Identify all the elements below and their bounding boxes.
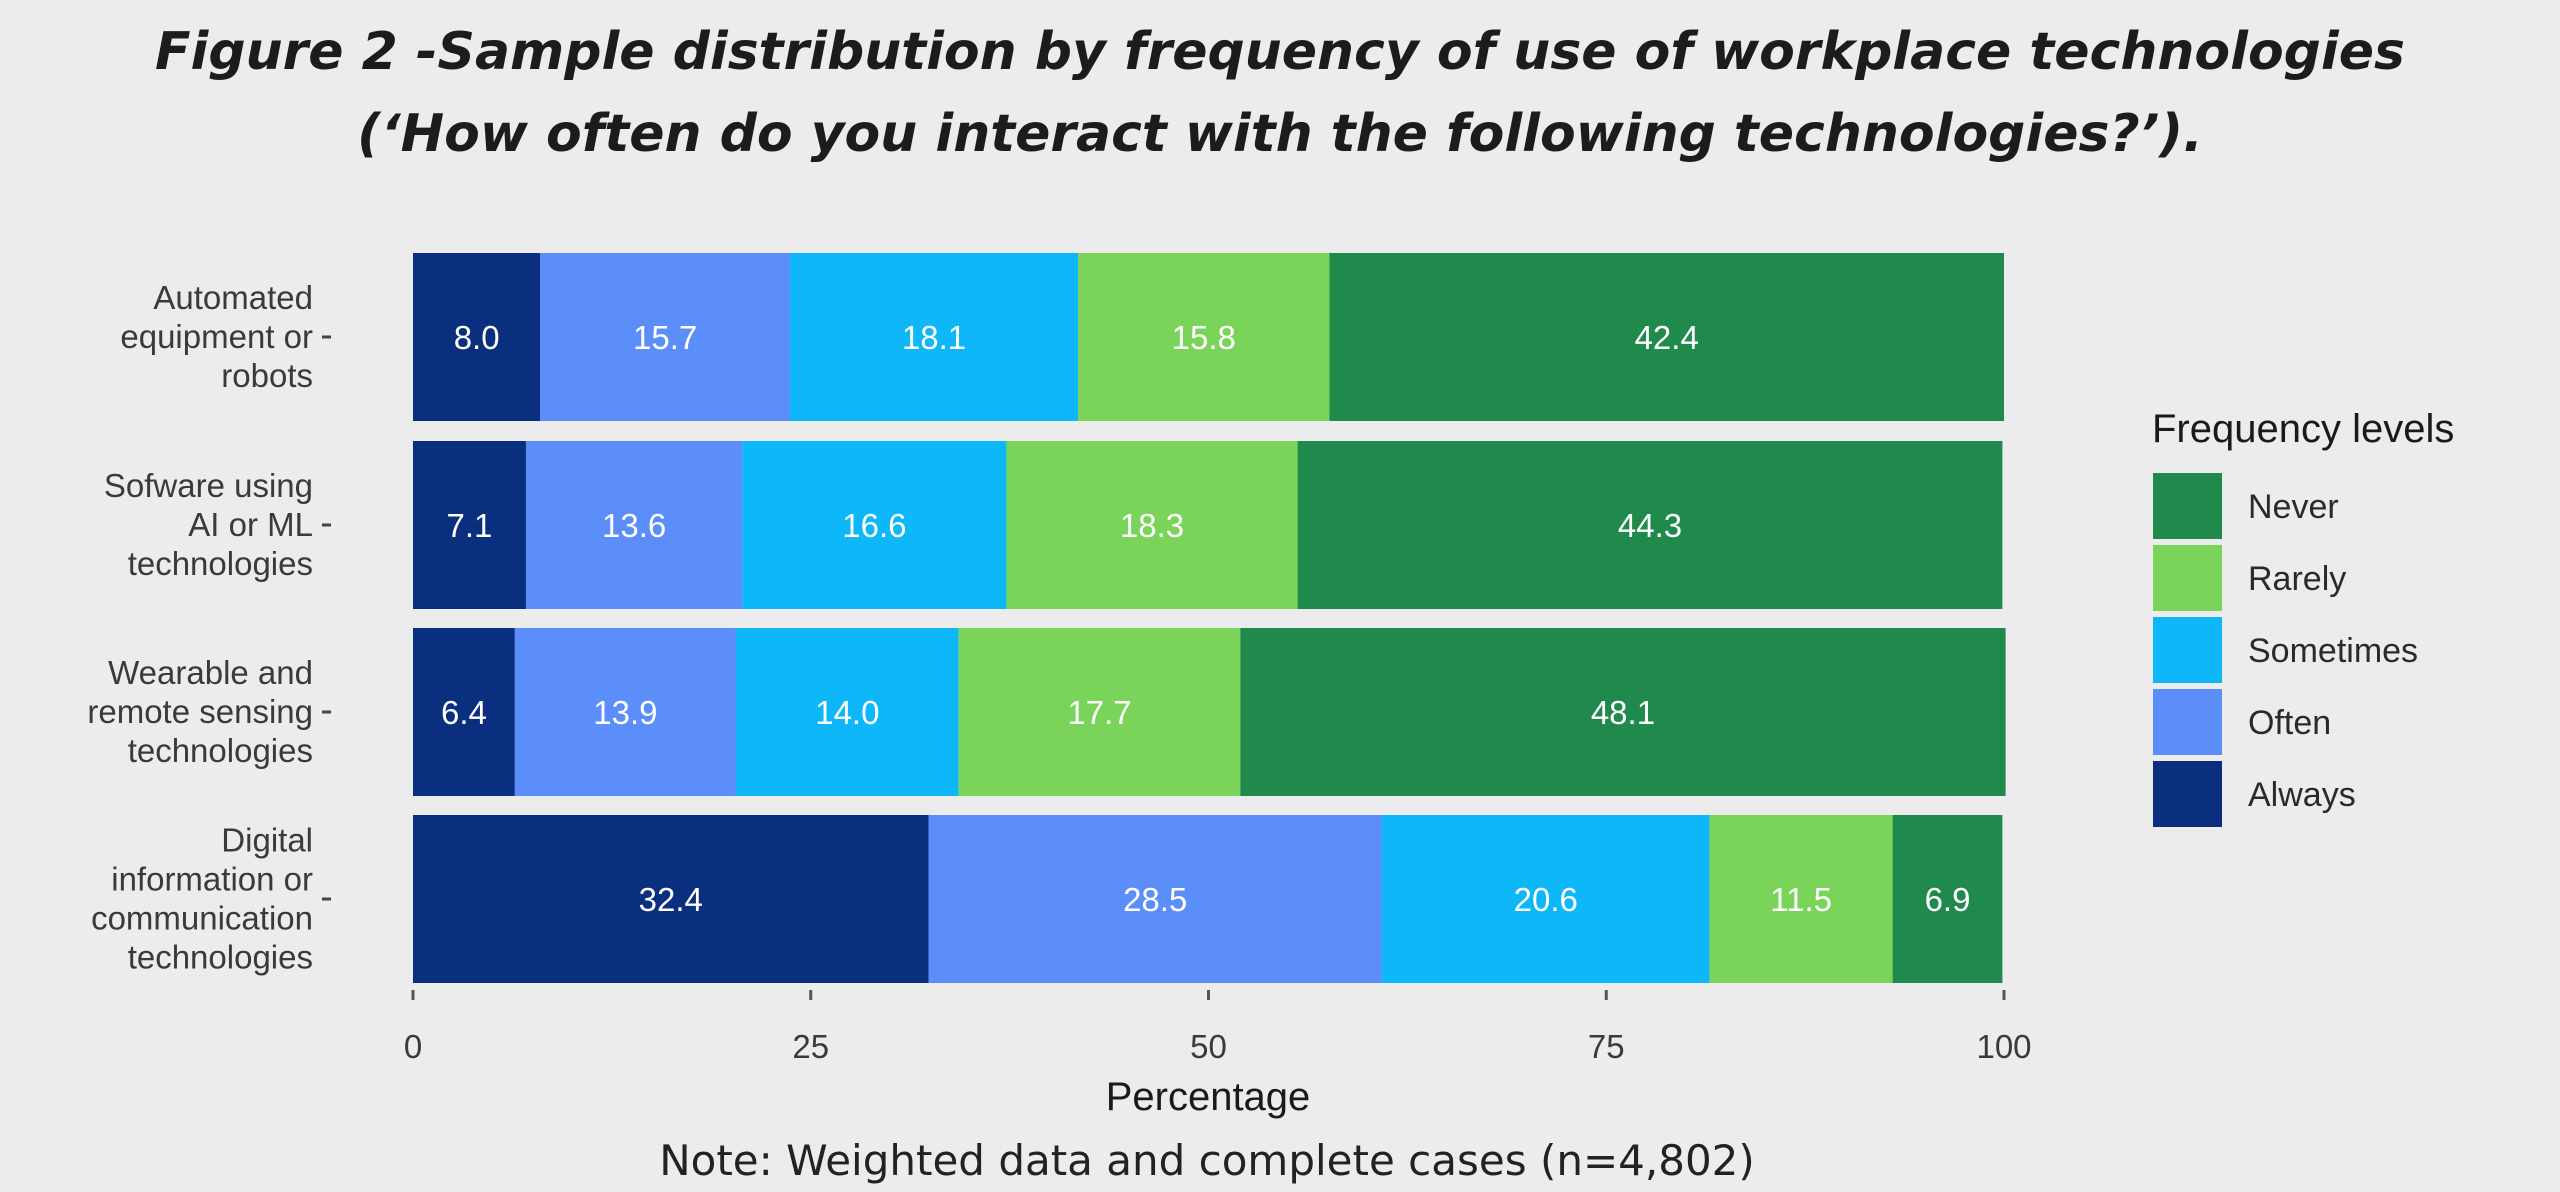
bar-segment-rarely-2 — [1006, 441, 1298, 609]
y-tick-label: Automated equipment or robots — [120, 279, 313, 394]
bar-segment-always-4 — [413, 815, 929, 983]
bar-segment-sometimes-3 — [735, 628, 959, 796]
bar-segment-often-2 — [525, 441, 743, 609]
data-label: 11.5 — [1770, 881, 1832, 918]
data-label: 8.0 — [454, 319, 500, 356]
data-label: 42.4 — [1635, 319, 1699, 356]
bars-layer: 8.0 15.7 18.1 15.8 42.4 7.1 13.6 16.6 18.3 44.3 6.… — [413, 253, 2006, 983]
data-label: 6.4 — [441, 694, 487, 731]
bar-segment-never-2 — [1297, 441, 2003, 609]
legend-label-never: Never — [2248, 488, 2339, 526]
y-tick-label: Wearable and remote sensing technologies — [87, 654, 313, 769]
y-tick-label: Digital information or communication techno… — [91, 822, 313, 976]
data-label: 15.7 — [633, 319, 697, 356]
bar-segment-never-3 — [1240, 628, 2006, 796]
data-label: 16.6 — [842, 507, 906, 544]
data-label: 13.9 — [593, 694, 657, 731]
data-label: 17.7 — [1067, 694, 1131, 731]
legend-swatch-rarely — [2153, 545, 2222, 611]
data-label: 18.3 — [1120, 507, 1184, 544]
data-label: 7.1 — [447, 507, 493, 544]
legend-label-often: Often — [2248, 704, 2331, 742]
legend-label-rarely: Rarely — [2248, 560, 2346, 598]
data-label: 6.9 — [1925, 881, 1971, 918]
chart-title: Figure 2 -Sample distribution by frequen… — [155, 22, 2405, 82]
bar-segment-sometimes-2 — [742, 441, 1007, 609]
bar-segment-rarely-1 — [1078, 253, 1330, 421]
bar-segment-sometimes-4 — [1381, 815, 1710, 983]
data-label: 44.3 — [1618, 507, 1682, 544]
bar-segment-often-1 — [540, 253, 791, 421]
data-label: 13.6 — [602, 507, 666, 544]
bar-segment-always-1 — [413, 253, 541, 421]
bar-segment-never-1 — [1329, 253, 2004, 421]
data-label: 15.8 — [1172, 319, 1236, 356]
legend-swatch-never — [2153, 473, 2222, 539]
data-label: 20.6 — [1514, 881, 1578, 918]
bar-segment-sometimes-1 — [790, 253, 1079, 421]
chart-note: Note: Weighted data and complete cases (… — [659, 1136, 1755, 1185]
bar-segment-never-4 — [1892, 815, 2003, 983]
legend-swatch-always — [2153, 761, 2222, 827]
bar-segment-often-4 — [928, 815, 1382, 983]
x-axis-title: Percentage — [1106, 1075, 1311, 1119]
bar-segment-often-3 — [514, 628, 736, 796]
bar-segment-rarely-3 — [958, 628, 1241, 796]
bar-segment-rarely-4 — [1709, 815, 1893, 983]
data-label: 32.4 — [639, 881, 703, 918]
data-label: 14.0 — [815, 694, 879, 731]
legend-swatch-sometimes — [2153, 617, 2222, 683]
x-tick-label: 50 — [1190, 1028, 1227, 1065]
data-label: 18.1 — [902, 319, 966, 356]
x-axis: 0 25 50 75 100 — [404, 990, 2032, 1065]
x-tick-label: 0 — [404, 1028, 422, 1065]
bar-segment-always-3 — [413, 628, 515, 796]
data-label: 28.5 — [1123, 881, 1187, 918]
legend-title: Frequency levels — [2152, 407, 2454, 451]
legend-label-always: Always — [2248, 776, 2356, 814]
y-axis-labels: Automated equipment or robots Sofware using… — [87, 279, 331, 976]
legend: Frequency levels Never Rarely Sometimes Oft… — [2152, 407, 2454, 827]
x-tick-label: 75 — [1588, 1028, 1625, 1065]
y-tick-label: Sofware using AI or ML technologies — [104, 467, 313, 582]
chart-subtitle: (‘How often do you interact with the fol… — [357, 104, 2203, 164]
legend-swatch-often — [2153, 689, 2222, 755]
legend-label-sometimes: Sometimes — [2248, 632, 2418, 670]
bar-segment-always-2 — [413, 441, 526, 609]
data-label: 48.1 — [1591, 694, 1655, 731]
x-tick-label: 100 — [1976, 1028, 2031, 1065]
x-tick-label: 25 — [792, 1028, 829, 1065]
